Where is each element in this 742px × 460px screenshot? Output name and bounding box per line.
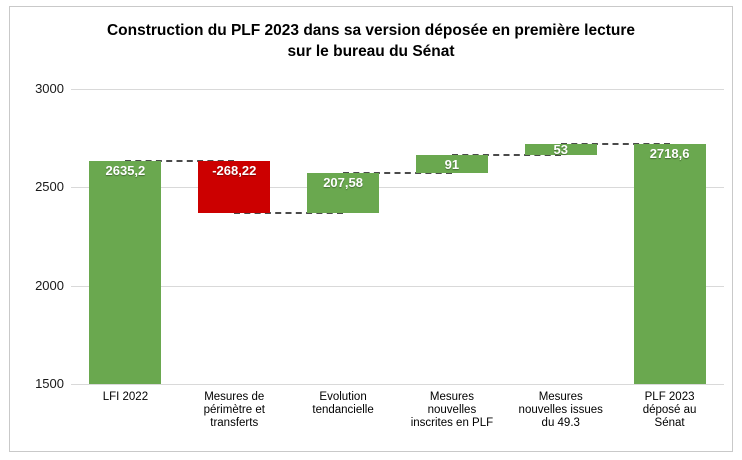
x-category-label: Evolution tendancielle bbox=[312, 391, 374, 416]
x-category-label: Mesures de périmètre et transferts bbox=[203, 391, 265, 429]
y-tick-label: 1500 bbox=[35, 376, 64, 391]
waterfall-bar-1[interactable] bbox=[89, 160, 162, 384]
x-category-label: LFI 2022 bbox=[102, 391, 149, 403]
x-category-label: Mesures nouvelles inscrites en PLF bbox=[410, 391, 494, 429]
waterfall-bar-5[interactable] bbox=[524, 144, 597, 155]
y-tick-label: 2000 bbox=[35, 277, 64, 293]
gridline bbox=[71, 384, 724, 385]
waterfall-connector bbox=[343, 171, 452, 174]
x-category-label: Mesures nouvelles issues du 49.3 bbox=[518, 391, 603, 429]
waterfall-connector bbox=[234, 212, 344, 215]
waterfall-connector bbox=[451, 153, 561, 156]
plot-area: 2635,2 LFI 2022 -268,22 Mesures de périmètr… bbox=[71, 89, 724, 429]
gridline bbox=[71, 89, 724, 90]
waterfall-bar-6[interactable] bbox=[633, 144, 706, 384]
y-axis: 1500 2000 2500 3000 bbox=[18, 81, 64, 391]
y-tick-label: 3000 bbox=[35, 81, 64, 96]
chart-title: Construction du PLF 2023 dans sa version… bbox=[106, 22, 636, 60]
waterfall-bar-2[interactable] bbox=[198, 160, 271, 214]
gridline bbox=[71, 285, 724, 287]
x-category-label: PLF 2023 déposé au Sénat bbox=[642, 391, 697, 429]
chart-frame: Construction du PLF 2023 dans sa version… bbox=[9, 6, 733, 452]
y-tick-label: 2500 bbox=[35, 179, 64, 195]
waterfall-connector bbox=[125, 159, 235, 162]
waterfall-bar-3[interactable] bbox=[307, 172, 380, 214]
gridline bbox=[71, 187, 724, 189]
waterfall-bar-4[interactable] bbox=[415, 154, 488, 173]
waterfall-connector bbox=[560, 143, 670, 146]
